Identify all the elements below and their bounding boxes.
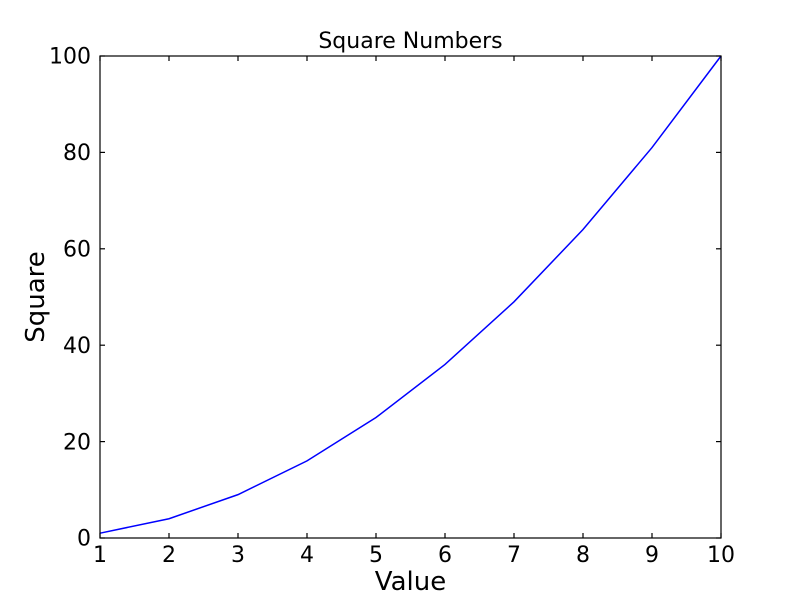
x-tick-label: 2 <box>162 543 176 568</box>
axis-ticks <box>99 55 722 539</box>
y-tick-label: 80 <box>63 141 91 166</box>
x-tick-label: 5 <box>369 543 383 568</box>
y-tick-label: 0 <box>77 527 91 552</box>
x-tick-label: 1 <box>93 543 107 568</box>
y-tick-label: 100 <box>49 45 91 70</box>
y-axis-label: Square <box>21 251 51 343</box>
plot-border <box>99 55 722 539</box>
x-tick-label: 4 <box>300 543 314 568</box>
y-tick-label: 20 <box>63 430 91 455</box>
chart-title: Square Numbers <box>318 29 502 54</box>
x-tick-label: 10 <box>707 543 735 568</box>
x-tick-label: 7 <box>507 543 521 568</box>
y-tick-label: 40 <box>63 334 91 359</box>
x-tick-label: 3 <box>231 543 245 568</box>
x-tick-label: 9 <box>645 543 659 568</box>
x-tick-label: 8 <box>576 543 590 568</box>
y-tick-label: 60 <box>63 238 91 263</box>
x-axis-label: Value <box>375 567 446 597</box>
x-tick-label: 6 <box>438 543 452 568</box>
data-line <box>99 55 722 534</box>
